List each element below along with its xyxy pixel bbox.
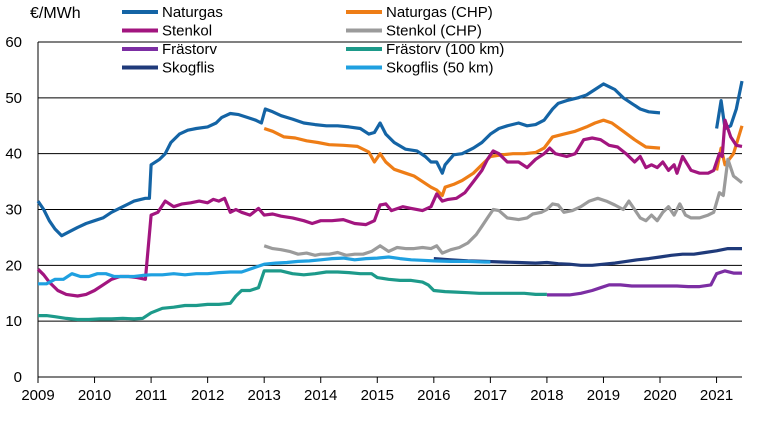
y-tick-label: 20 xyxy=(5,257,22,274)
x-tick-label: 2009 xyxy=(21,387,54,404)
series-line-naturgas-chp xyxy=(263,118,661,198)
series-lines xyxy=(36,80,744,322)
y-tick-label: 60 xyxy=(5,34,22,51)
y-tick-label: 40 xyxy=(5,146,22,163)
x-tick-label: 2015 xyxy=(361,387,394,404)
series-line-naturgas xyxy=(36,82,661,238)
x-tick-label: 2020 xyxy=(643,387,676,404)
legend-item: Frästorv (100 km) xyxy=(346,41,504,58)
series-line-frästorv-100-km xyxy=(38,269,547,322)
series-line-naturgas xyxy=(715,80,744,131)
legend-label: Skogflis (50 km) xyxy=(386,60,494,77)
legend-label: Stenkol xyxy=(162,23,212,40)
y-tick-label: 0 xyxy=(14,369,22,386)
legend-item: Frästorv xyxy=(122,41,218,58)
axes xyxy=(37,42,742,383)
x-tick-label: 2021 xyxy=(700,387,733,404)
legend-item: Skogflis (50 km) xyxy=(346,60,494,77)
legend: Naturgas Naturgas (CHP) Stenkol Stenkol (CH… xyxy=(122,4,504,77)
x-tick-label: 2011 xyxy=(135,387,167,404)
legend-label: Skogflis xyxy=(162,60,215,77)
series-line-stenkol-chp xyxy=(263,157,743,257)
x-tick-label: 2013 xyxy=(247,387,280,404)
legend-item: Naturgas xyxy=(122,4,223,21)
y-tick-labels: 0 10 20 30 40 50 60 xyxy=(5,34,22,386)
legend-item: Stenkol (CHP) xyxy=(346,23,482,40)
y-tick-label: 50 xyxy=(5,90,22,107)
legend-label: Stenkol (CHP) xyxy=(386,23,482,40)
y-tick-label: 10 xyxy=(5,313,22,330)
legend-label: Naturgas (CHP) xyxy=(386,4,493,21)
x-tick-label: 2014 xyxy=(304,387,337,404)
x-tick-label: 2010 xyxy=(78,387,111,404)
legend-item: Stenkol xyxy=(122,23,212,40)
series-line-skogflis-50-km xyxy=(38,255,491,286)
legend-item: Skogflis xyxy=(122,60,215,77)
legend-label: Frästorv (100 km) xyxy=(386,41,504,58)
y-axis-label: €/MWh xyxy=(30,5,81,22)
legend-label: Frästorv xyxy=(162,41,218,58)
legend-item: Naturgas (CHP) xyxy=(346,4,493,21)
series-line-stenkol xyxy=(36,118,743,298)
x-tick-label: 2017 xyxy=(474,387,507,404)
legend-label: Naturgas xyxy=(162,4,223,21)
x-tick-label: 2012 xyxy=(191,387,224,404)
x-tick-label: 2016 xyxy=(417,387,450,404)
series-line-skogflis xyxy=(433,247,742,267)
series-line-frästorv xyxy=(546,269,742,297)
x-tick-labels: 2009 2010 2011 2012 2013 2014 2015 2016 2017 2018… xyxy=(21,387,733,404)
x-tick-label: 2019 xyxy=(587,387,620,404)
y-tick-label: 30 xyxy=(5,202,22,219)
x-tick-label: 2018 xyxy=(530,387,563,404)
